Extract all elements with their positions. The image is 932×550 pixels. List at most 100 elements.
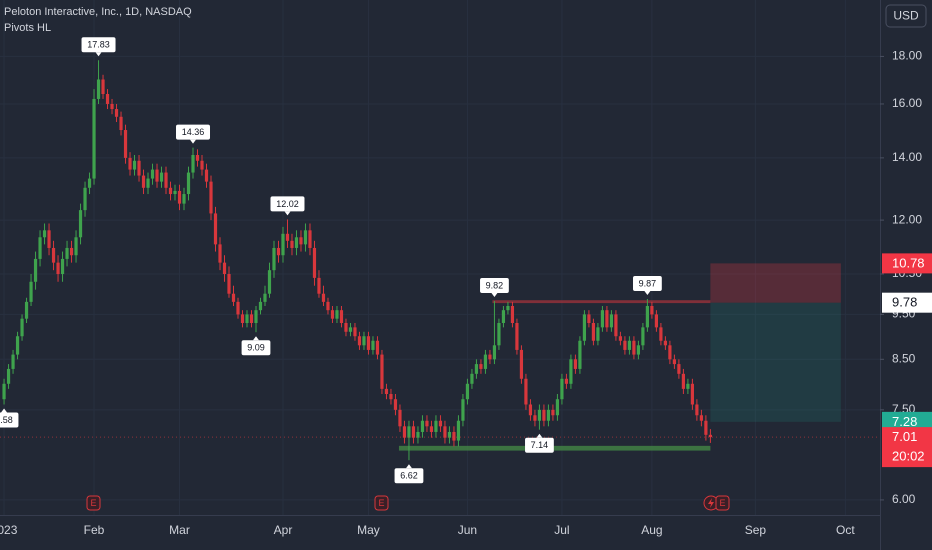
x-tick-label: Jun: [458, 523, 477, 537]
candle-body: [573, 359, 578, 369]
y-tick-label: 14.00: [892, 150, 922, 164]
candle-body: [240, 314, 245, 324]
candle-body: [200, 160, 204, 170]
candle-body: [519, 349, 524, 379]
candle-body: [74, 237, 78, 256]
candle-body: [258, 301, 263, 311]
earnings-icon[interactable]: E: [374, 495, 389, 511]
candle-body: [438, 420, 443, 427]
pivot-pointer: [190, 139, 197, 144]
candle-body: [182, 194, 186, 204]
candle-body: [357, 336, 362, 346]
pivot-label: 6.62: [400, 471, 418, 481]
candle-body: [654, 314, 659, 328]
candle-body: [83, 187, 87, 211]
candle-body: [51, 247, 56, 263]
y-tick-label: 8.50: [892, 351, 916, 365]
candle-body: [38, 237, 42, 259]
candle-body: [461, 399, 465, 421]
pivot-pointer: [405, 464, 412, 469]
candle-body: [425, 420, 429, 427]
candle-body: [429, 426, 434, 432]
currency-button[interactable]: [885, 4, 927, 28]
candle-body: [123, 130, 128, 158]
candle-body: [317, 277, 321, 294]
candle-body: [141, 175, 146, 188]
candle-body: [492, 345, 497, 360]
indicator-name: Pivots HL: [4, 22, 51, 34]
support-zone: [398, 445, 711, 451]
stop-price: 10.78: [892, 255, 925, 270]
candle-body: [6, 368, 11, 384]
candle-body: [681, 373, 685, 389]
candle-body: [627, 340, 632, 350]
candle-body: [618, 336, 623, 341]
earnings-icon-box: [374, 495, 389, 511]
candle-body: [542, 409, 546, 421]
x-tick-label: Sep: [745, 523, 767, 537]
pivot-label: 9.87: [639, 278, 657, 288]
pivot-box: [633, 275, 662, 291]
earnings-icon-box: [715, 495, 730, 511]
candle-body: [222, 262, 227, 275]
candle-body: [348, 327, 353, 332]
pivot-box: [480, 278, 509, 294]
candle-body: [474, 364, 479, 374]
candle-body: [416, 431, 420, 438]
grid: [0, 0, 880, 515]
candle-body: [290, 240, 294, 248]
candle-body: [209, 181, 213, 214]
target-price-box: [882, 411, 932, 432]
candle-body: [2, 383, 6, 400]
earnings-icon-label: E: [378, 498, 384, 508]
resistance-zone: [492, 300, 711, 304]
currency-label[interactable]: USD: [893, 9, 919, 23]
earnings-icon[interactable]: E: [86, 495, 101, 511]
earnings-icon-box: [86, 495, 101, 511]
candle-body: [299, 237, 303, 245]
pivot-box: [0, 412, 19, 428]
candle-body: [96, 79, 101, 99]
candle-body: [605, 310, 609, 328]
candle-body: [303, 230, 308, 245]
candle-body: [294, 237, 299, 248]
earnings-icon[interactable]: E: [715, 495, 730, 511]
pivot-label: 7.14: [531, 440, 549, 450]
pivot-pointer: [491, 293, 498, 298]
candle-body: [524, 378, 528, 405]
candle-body: [497, 323, 501, 346]
candle-body: [470, 373, 474, 384]
candle-body: [641, 327, 645, 346]
candle-body: [623, 340, 627, 350]
candle-body: [339, 310, 344, 324]
pivot-pointer: [252, 336, 259, 341]
candle-body: [506, 306, 510, 311]
candle-body: [596, 327, 600, 341]
y-tick-label: 6.00: [892, 492, 916, 506]
candle-body: [479, 364, 483, 369]
x-tick-label: May: [357, 523, 380, 537]
candle-body: [20, 318, 24, 337]
entry-price-box: [882, 292, 932, 313]
candle-body: [452, 431, 456, 441]
earnings-icon-label: E: [719, 498, 725, 508]
x-tick-label: Apr: [274, 523, 293, 537]
candle-body: [704, 420, 708, 435]
candle-body: [578, 340, 582, 369]
y-tick-label: 18.00: [892, 49, 922, 63]
candle-body: [105, 94, 110, 104]
candle-body: [398, 409, 402, 427]
pivot-label: 17.83: [87, 40, 110, 50]
candle-body: [92, 98, 96, 179]
candle-body: [636, 345, 641, 355]
pivot-box: [81, 37, 116, 53]
candle-body: [591, 323, 596, 341]
candle-body: [173, 190, 177, 195]
candle-body: [371, 340, 375, 350]
candle-body: [587, 314, 591, 324]
candle-body: [87, 178, 92, 188]
candle-body: [533, 415, 537, 421]
candle-body: [236, 301, 240, 315]
